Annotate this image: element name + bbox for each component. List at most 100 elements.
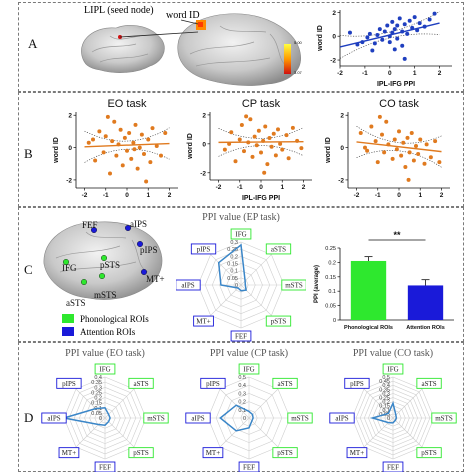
x-tick-label: 2 [440,192,444,199]
radar-tick-label: 0.35 [91,380,102,386]
data-point [250,154,255,159]
radar-axis-box [200,377,226,389]
x-category-label: Attention ROIs [406,325,445,331]
brain-left-hemisphere [81,25,165,73]
panel-a-frame [18,2,464,92]
significance-marker: ** [393,230,401,240]
confidence-band-upper [356,125,442,144]
regression-line [356,141,442,153]
data-point [101,150,106,155]
data-point [150,126,155,131]
data-point [129,156,134,161]
data-point [422,161,427,166]
data-point [144,179,149,184]
radar-spoke [392,388,423,419]
data-point [427,17,432,22]
data-point [428,155,433,160]
y-axis-label: word ID [317,25,324,52]
radar-axis-box [272,447,298,459]
data-point [154,143,159,148]
roi-label: pSTS [100,260,121,270]
roi-dot [124,224,131,231]
radar-axis-label: mSTS [435,415,453,423]
data-point [280,147,285,152]
x-tick-label: 1 [280,184,284,191]
radar-spoke [75,388,106,419]
confidence-band-upper [339,11,440,37]
radar-spoke [240,254,272,286]
roi-label: mSTS [94,290,117,300]
chart-title: CO task [379,98,419,110]
y-tick-label: 0.2 [328,260,336,266]
bar [350,260,387,320]
data-point [375,160,380,165]
data-point [146,137,151,142]
data-point [390,19,395,24]
radar-spoke [75,417,106,448]
radar-axis-label: mSTS [147,415,165,423]
radar-axis-label: pIPS [350,380,364,388]
data-point [407,150,412,155]
data-point [369,124,374,129]
roi-dot [91,227,98,234]
radar-axis-box [272,377,298,389]
regression-line [339,22,440,48]
radar-axis-label: MT+ [350,449,365,457]
data-point [375,33,380,38]
data-point [139,132,144,137]
radar-tick-label: 0.05 [227,276,238,282]
radar-series-line [369,400,398,424]
radar-axis-label: aSTS [421,380,436,388]
y-tick-label: 0 [202,141,206,148]
data-point [222,147,227,152]
radar-spoke [219,388,250,419]
x-tick-label: -1 [103,192,109,199]
data-point [380,37,385,42]
data-point [118,127,123,132]
data-point [263,124,268,129]
radar-tick-label: 0.25 [379,396,390,402]
radar-tick-label: 0.4 [382,383,390,389]
data-point [86,140,91,145]
radar-axis-label: pSTS [421,449,437,457]
data-point [299,146,304,151]
data-point [373,139,378,144]
radar-tick-label: 0.2 [382,400,390,406]
y-tick-label: -2 [338,177,344,184]
data-point [370,48,375,53]
colorbar [284,44,291,74]
data-point [131,140,136,145]
radar-spoke [104,417,135,448]
radar-tick-label: 0 [387,416,390,422]
radar-spoke [392,417,423,448]
roi-dot [81,278,88,285]
confidence-band-upper [84,127,170,142]
data-point [273,153,278,158]
radar-axis-box [238,461,260,472]
data-point [97,129,102,134]
data-point [387,40,392,45]
data-point [244,114,249,119]
y-tick-label: 0 [332,34,336,41]
radar-spoke [104,388,135,419]
roi-label: MT+ [146,274,165,284]
radar-tick-label: 0.2 [238,400,246,406]
data-point [132,147,137,152]
data-point [125,148,129,153]
y-tick-label: 2 [202,112,206,119]
radar-tick-label: 0.3 [94,385,102,391]
data-point [286,156,291,161]
radar-tick-label: 0.15 [227,262,238,268]
legend-item-phonological: Phonological ROIs [62,312,149,325]
x-tick-label: -1 [237,184,243,191]
radar-tick-label: 0 [243,416,246,422]
data-point [402,22,407,27]
data-point [402,56,407,61]
radar-axis-label: aIPS [335,415,348,423]
data-point [397,16,402,21]
radar-title: PPI value (EO task) [65,348,145,359]
data-point [405,135,410,140]
scatter-b-cp: CP task -2 -1 0 1 2 -2 0 2 word ID IPL-IFG PPI [187,98,312,202]
radar-spoke [210,284,242,316]
x-tick-label: 1 [413,70,417,77]
